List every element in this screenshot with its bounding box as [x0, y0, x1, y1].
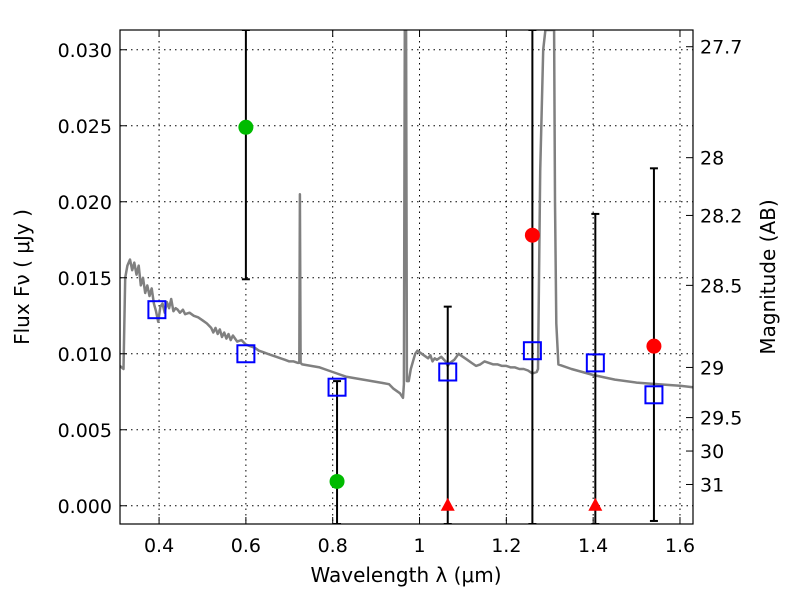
axis-ticks: 0.4 0.6 0.8 1 1.2 1.4 1.6 0.000 0.005 0.010 0.015 0…: [58, 30, 742, 557]
y-tick-label: 0.005: [58, 420, 112, 442]
sed-model-line: [120, 30, 693, 400]
y-tick-label: 0.020: [58, 192, 112, 214]
photometry-square-marker: [438, 362, 458, 382]
photometry-square-marker: [522, 341, 542, 361]
x-tick-label: 0.6: [231, 535, 261, 557]
magnitude-tick-label: 29.5: [700, 408, 742, 430]
y-tick-label: 0.015: [58, 268, 112, 290]
y-tick-label: 0.025: [58, 116, 112, 138]
photometry-square-marker: [644, 385, 664, 405]
y-tick-label: 0.010: [58, 344, 112, 366]
plot-area: [120, 30, 693, 524]
y-tick-label: 0.030: [58, 40, 112, 62]
magnitude-tick-label: 28.5: [700, 275, 742, 297]
y-axis-label: Flux Fν ( μJy ): [10, 209, 34, 345]
photometry-square-marker: [147, 300, 167, 320]
x-tick-label: 0.4: [144, 535, 174, 557]
upper-limit-triangle-marker: [440, 497, 455, 511]
y-tick-label: 0.000: [58, 496, 112, 518]
upper-limit-triangle-marker: [588, 497, 603, 511]
photometry-square-marker: [327, 377, 347, 397]
x-tick-label: 1.4: [578, 535, 608, 557]
magnitude-tick-label: 28: [700, 148, 724, 170]
x-tick-label: 0.8: [318, 535, 348, 557]
magnitude-axis-label: Magnitude (AB): [756, 199, 780, 354]
flux-circle-marker: [238, 119, 254, 135]
flux-circle-marker: [524, 227, 540, 243]
flux-circle-marker: [646, 338, 662, 354]
flux-circle-marker: [329, 473, 345, 489]
magnitude-tick-label: 27.7: [700, 37, 742, 59]
magnitude-tick-label: 31: [700, 474, 724, 496]
x-tick-label: 1.6: [665, 535, 695, 557]
photometry-square-marker: [236, 344, 256, 364]
magnitude-tick-label: 30: [700, 441, 724, 463]
magnitude-tick-label: 29: [700, 357, 724, 379]
x-tick-label: 1: [413, 535, 425, 557]
magnitude-tick-label: 28.2: [700, 205, 742, 227]
x-tick-label: 1.2: [491, 535, 521, 557]
plot-frame: [119, 29, 694, 525]
x-axis-label: Wavelength λ (μm): [310, 563, 501, 587]
photometry-square-marker: [585, 353, 605, 373]
